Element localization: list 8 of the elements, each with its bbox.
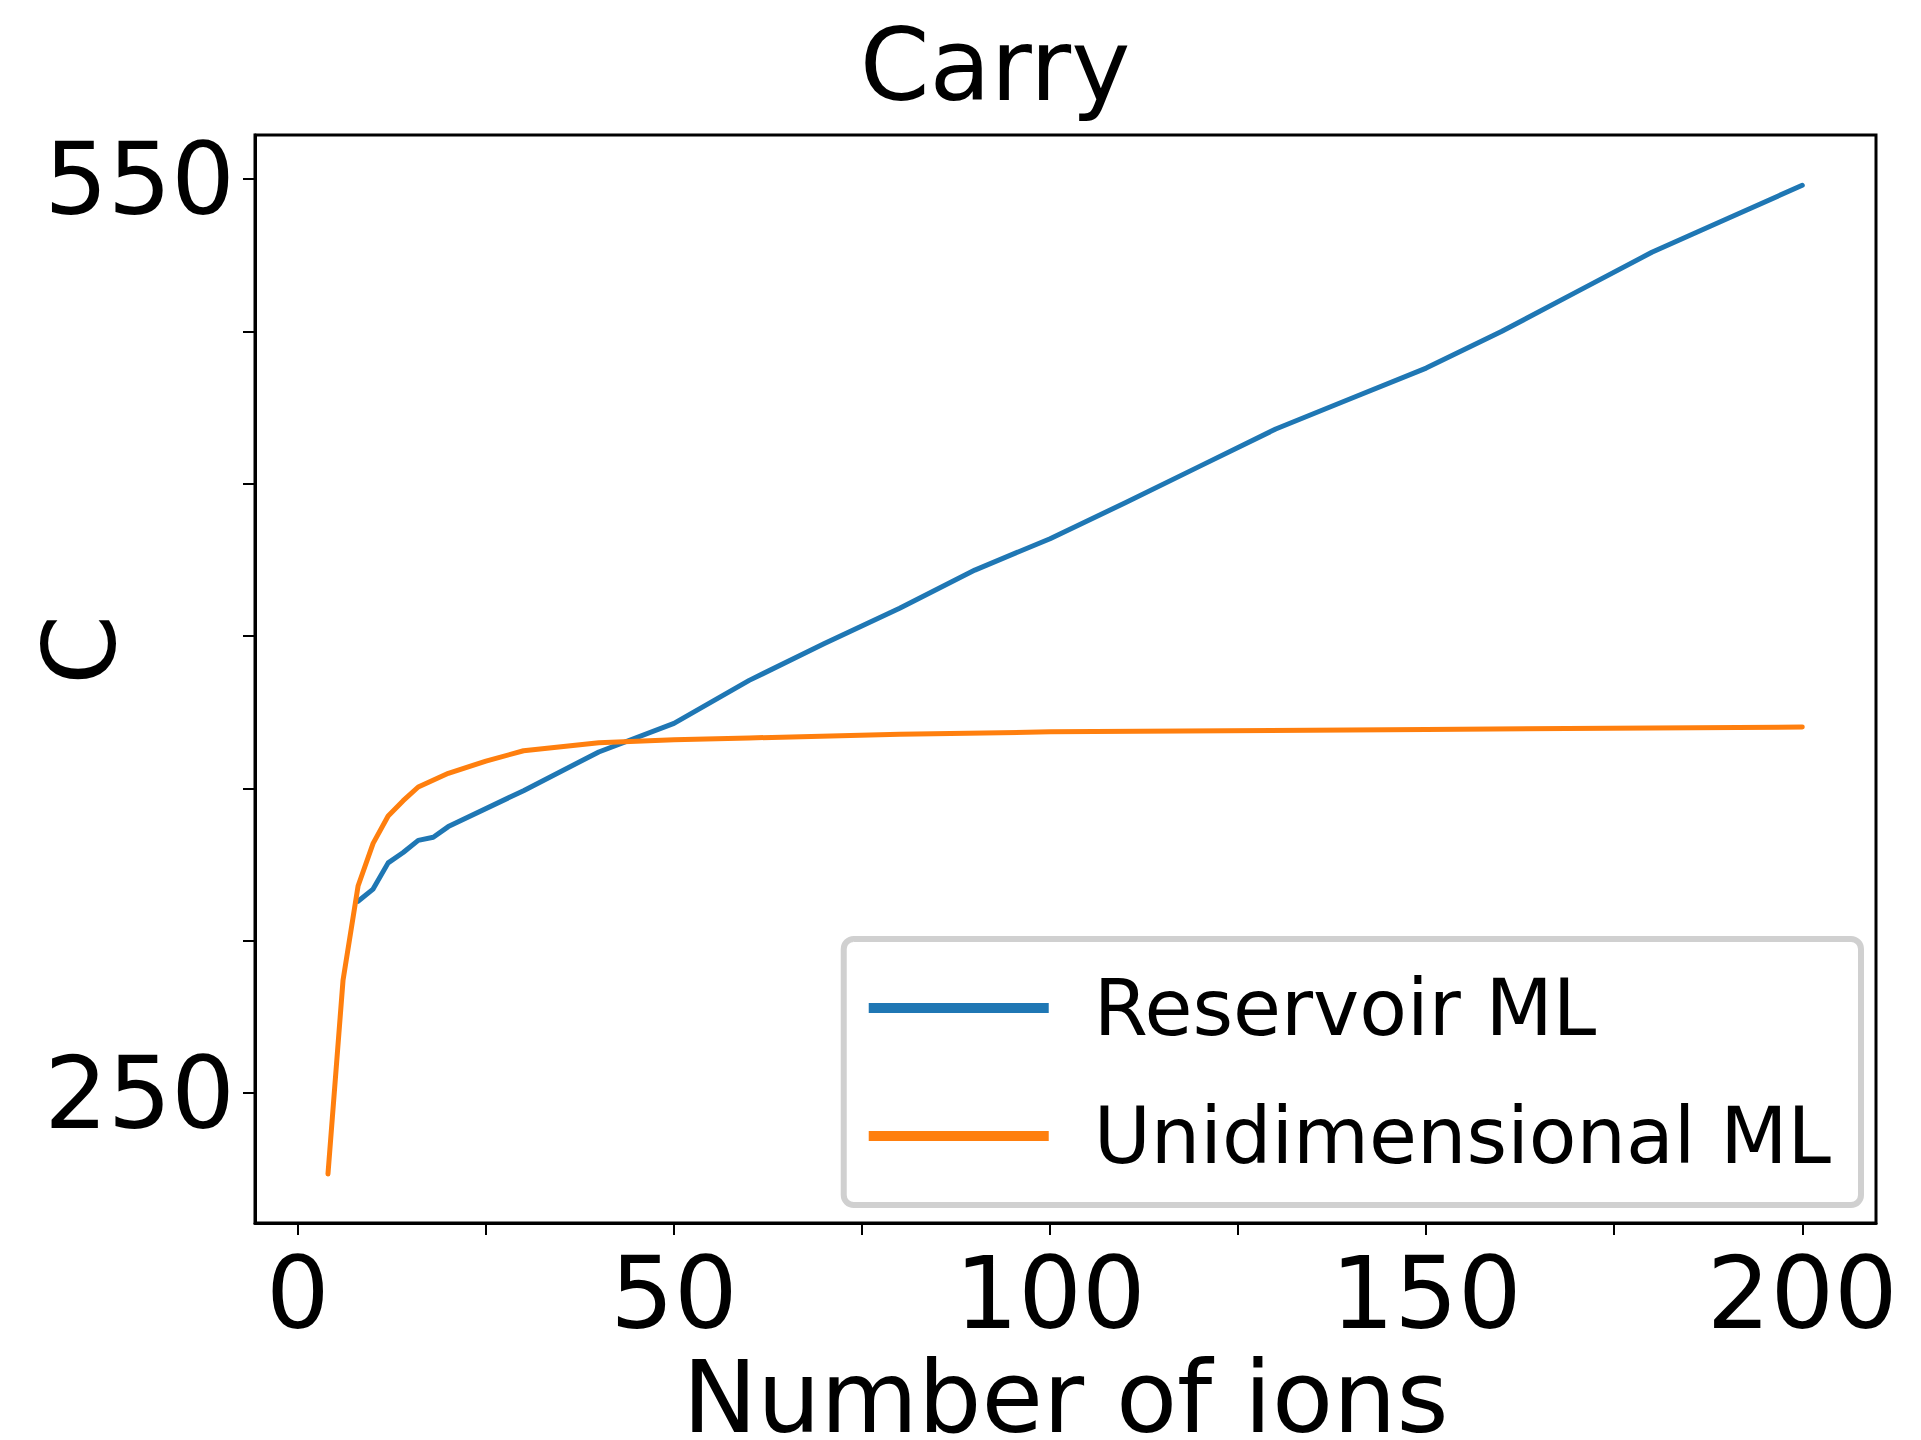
- y-axis-title: C: [21, 615, 139, 685]
- x-tick-label: 0: [266, 1234, 330, 1352]
- y-tick-label: 250: [44, 1034, 235, 1152]
- chart-title: Carry: [859, 6, 1131, 124]
- y-tick-label: 550: [44, 120, 235, 238]
- legend-label: Unidimensional ML: [1093, 1091, 1832, 1181]
- x-tick-label: 200: [1706, 1234, 1898, 1352]
- legend-label: Reservoir ML: [1093, 963, 1597, 1053]
